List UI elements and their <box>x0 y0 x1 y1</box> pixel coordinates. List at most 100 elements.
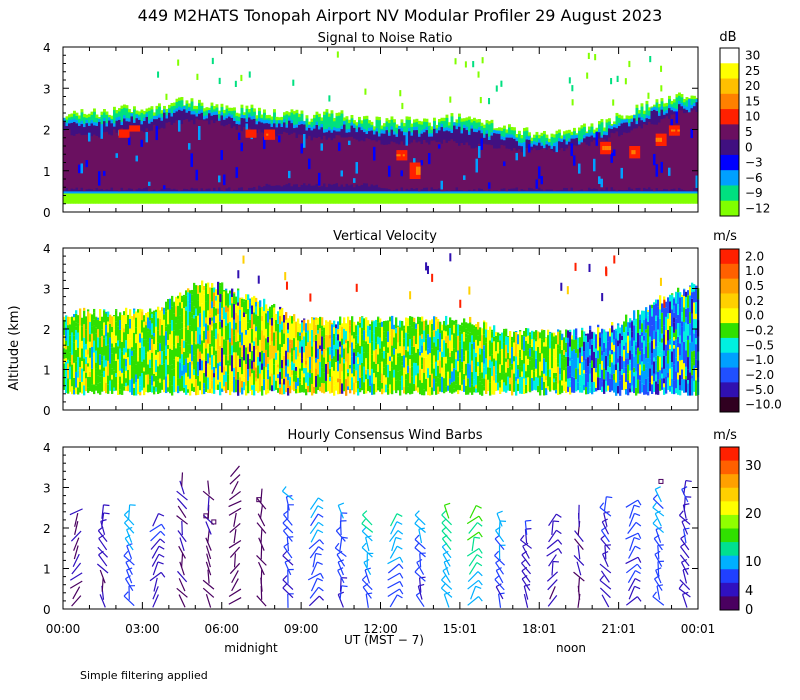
vv-cell <box>385 377 388 385</box>
vv-cell <box>99 309 102 322</box>
vv-cell <box>505 361 508 373</box>
vv-cell <box>487 354 490 368</box>
snr-colorbar-label: 25 <box>745 64 760 78</box>
vv-cell <box>133 349 136 361</box>
wind-barb <box>207 480 210 495</box>
vv-cell <box>677 355 680 362</box>
snr-cell-strong <box>400 141 404 188</box>
snr-cell-strong <box>118 130 121 192</box>
vv-cell <box>357 321 360 326</box>
vv-cell <box>367 320 370 326</box>
vv-cell <box>299 352 302 358</box>
vv-cell <box>309 377 312 393</box>
vv-cell <box>293 381 296 392</box>
snr-cell-strong <box>670 114 674 190</box>
snr-cell-strong <box>663 118 666 189</box>
vv-cell <box>233 291 236 294</box>
vv-colorbar-swatch <box>720 308 739 324</box>
vv-cell <box>683 341 686 349</box>
snr-cell-strong <box>140 130 144 190</box>
vv-cell <box>671 378 674 387</box>
vv-cell <box>615 330 618 339</box>
vv-cell <box>663 334 666 351</box>
vv-cell <box>115 335 118 343</box>
vv-cell <box>395 333 398 350</box>
vv-cell <box>553 336 556 349</box>
wind-barb-flag <box>557 539 563 545</box>
wind-barb <box>443 504 450 519</box>
vv-cell <box>251 385 254 390</box>
vv-cell <box>157 330 160 343</box>
wind-barb-flag <box>478 531 483 538</box>
vv-cell <box>629 327 632 341</box>
vv-cell <box>189 311 192 326</box>
vv-cell <box>209 314 212 318</box>
snr-cell-strong <box>510 150 514 189</box>
snr-cell-strong <box>575 145 579 191</box>
vv-cell <box>201 303 204 320</box>
vv-cell <box>371 341 374 355</box>
vv-cell <box>675 339 678 344</box>
wind-barb-flag <box>282 583 288 589</box>
vv-cell <box>195 308 198 316</box>
snr-cell-speckle <box>688 98 691 113</box>
barb-colorbar-swatch <box>720 514 739 529</box>
snr-cell-strong <box>238 125 241 188</box>
vv-cell <box>545 375 548 381</box>
snr-cell-hot <box>135 125 138 132</box>
vv-cell <box>691 328 694 342</box>
vv-cell <box>529 332 532 335</box>
vv-cell <box>125 366 128 371</box>
snr-cell-strong <box>508 148 511 189</box>
wind-barb <box>282 579 294 590</box>
vv-cell <box>495 335 498 340</box>
vv-cell <box>291 316 294 324</box>
vv-cell <box>71 332 74 342</box>
vv-cell <box>643 340 646 354</box>
snr-cell-speckle <box>480 138 483 150</box>
vv-cell <box>165 376 168 394</box>
snr-cell-strong <box>695 112 699 189</box>
vv-cell <box>225 381 228 394</box>
vv-cell <box>451 382 454 394</box>
vv-cell <box>359 377 362 388</box>
wind-barb <box>625 563 638 574</box>
wind-barb-flag <box>399 588 404 595</box>
vv-cell <box>475 324 478 327</box>
vv-cell-isolated <box>426 265 429 275</box>
vv-cell <box>349 368 352 381</box>
vv-cell <box>393 377 396 391</box>
snr-cell-hotter <box>402 154 406 157</box>
wind-barb <box>467 571 479 583</box>
vv-cell <box>493 366 496 381</box>
vv-cell <box>679 385 682 390</box>
vv-cell <box>211 320 214 327</box>
vv-cell <box>221 358 224 373</box>
vv-cell <box>677 361 680 373</box>
vv-cell <box>693 319 696 334</box>
vv-cell <box>83 358 86 372</box>
vv-cell <box>643 319 646 336</box>
vv-cell <box>111 368 114 375</box>
wind-barb <box>466 515 480 525</box>
vv-cell <box>239 334 242 343</box>
x-tick-label: 12:00 <box>363 622 398 636</box>
vv-cell <box>143 367 146 372</box>
vv-cell <box>183 374 186 388</box>
vv-cell <box>399 386 402 396</box>
vv-cell <box>225 340 228 356</box>
vv-cell <box>451 350 454 364</box>
vv-cell <box>199 344 202 352</box>
vv-cell <box>259 361 262 374</box>
vv-cell <box>263 298 266 312</box>
vv-cell <box>265 349 268 368</box>
vv-cell <box>657 346 660 356</box>
vv-cell <box>95 368 98 372</box>
vv-cell <box>405 332 408 350</box>
vv-cell <box>173 313 176 331</box>
wind-barb <box>629 537 635 552</box>
vv-cell <box>95 350 98 363</box>
vv-cell <box>167 374 170 388</box>
vv-cell <box>425 357 428 375</box>
vv-cell <box>465 375 468 386</box>
